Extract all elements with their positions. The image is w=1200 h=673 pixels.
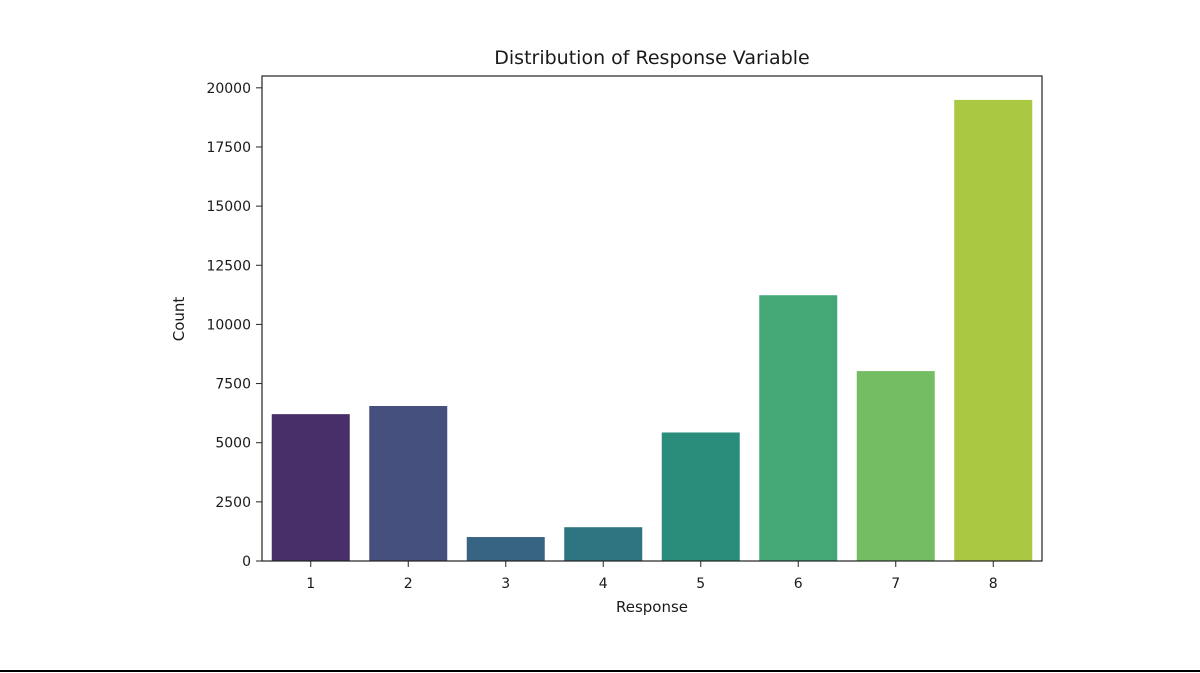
y-tick-label-12500: 12500: [206, 258, 251, 274]
y-axis: 0 2500 5000 7500 10000 12500 15000 17500 20000: [206, 81, 262, 570]
bar-8: [954, 99, 1033, 562]
x-tick-label-4: 4: [599, 576, 608, 592]
x-tick-label-7: 7: [891, 576, 900, 592]
y-tick-label-5000: 5000: [215, 436, 251, 452]
plot-frame: [261, 75, 1043, 562]
bar-6: [759, 295, 838, 561]
bar-2: [369, 405, 448, 561]
x-tick-label-8: 8: [989, 576, 998, 592]
x-tick-label-5: 5: [696, 576, 705, 592]
bar-5: [661, 432, 740, 561]
y-tick-label-2500: 2500: [215, 495, 251, 511]
x-tick-label-2: 2: [404, 576, 413, 592]
y-tick-label-20000: 20000: [206, 81, 251, 97]
y-tick-label-0: 0: [242, 554, 251, 570]
bar-3: [466, 537, 545, 561]
bar-1: [271, 414, 350, 561]
x-tick-label-1: 1: [306, 576, 315, 592]
y-tick-label-15000: 15000: [206, 199, 251, 215]
x-axis: 1 2 3 4 5 6 7 8: [306, 561, 998, 592]
y-tick-label-17500: 17500: [206, 140, 251, 156]
x-tick-label-3: 3: [501, 576, 510, 592]
y-axis-label: Count: [170, 297, 188, 342]
y-tick-label-10000: 10000: [206, 317, 251, 333]
bottom-divider: [0, 670, 1200, 672]
bar-7: [856, 371, 935, 561]
bars-group: [271, 99, 1033, 562]
bar-4: [564, 527, 643, 561]
y-tick-label-7500: 7500: [215, 377, 251, 393]
x-tick-label-6: 6: [794, 576, 803, 592]
x-axis-label: Response: [616, 598, 688, 616]
chart-title: Distribution of Response Variable: [494, 47, 809, 69]
